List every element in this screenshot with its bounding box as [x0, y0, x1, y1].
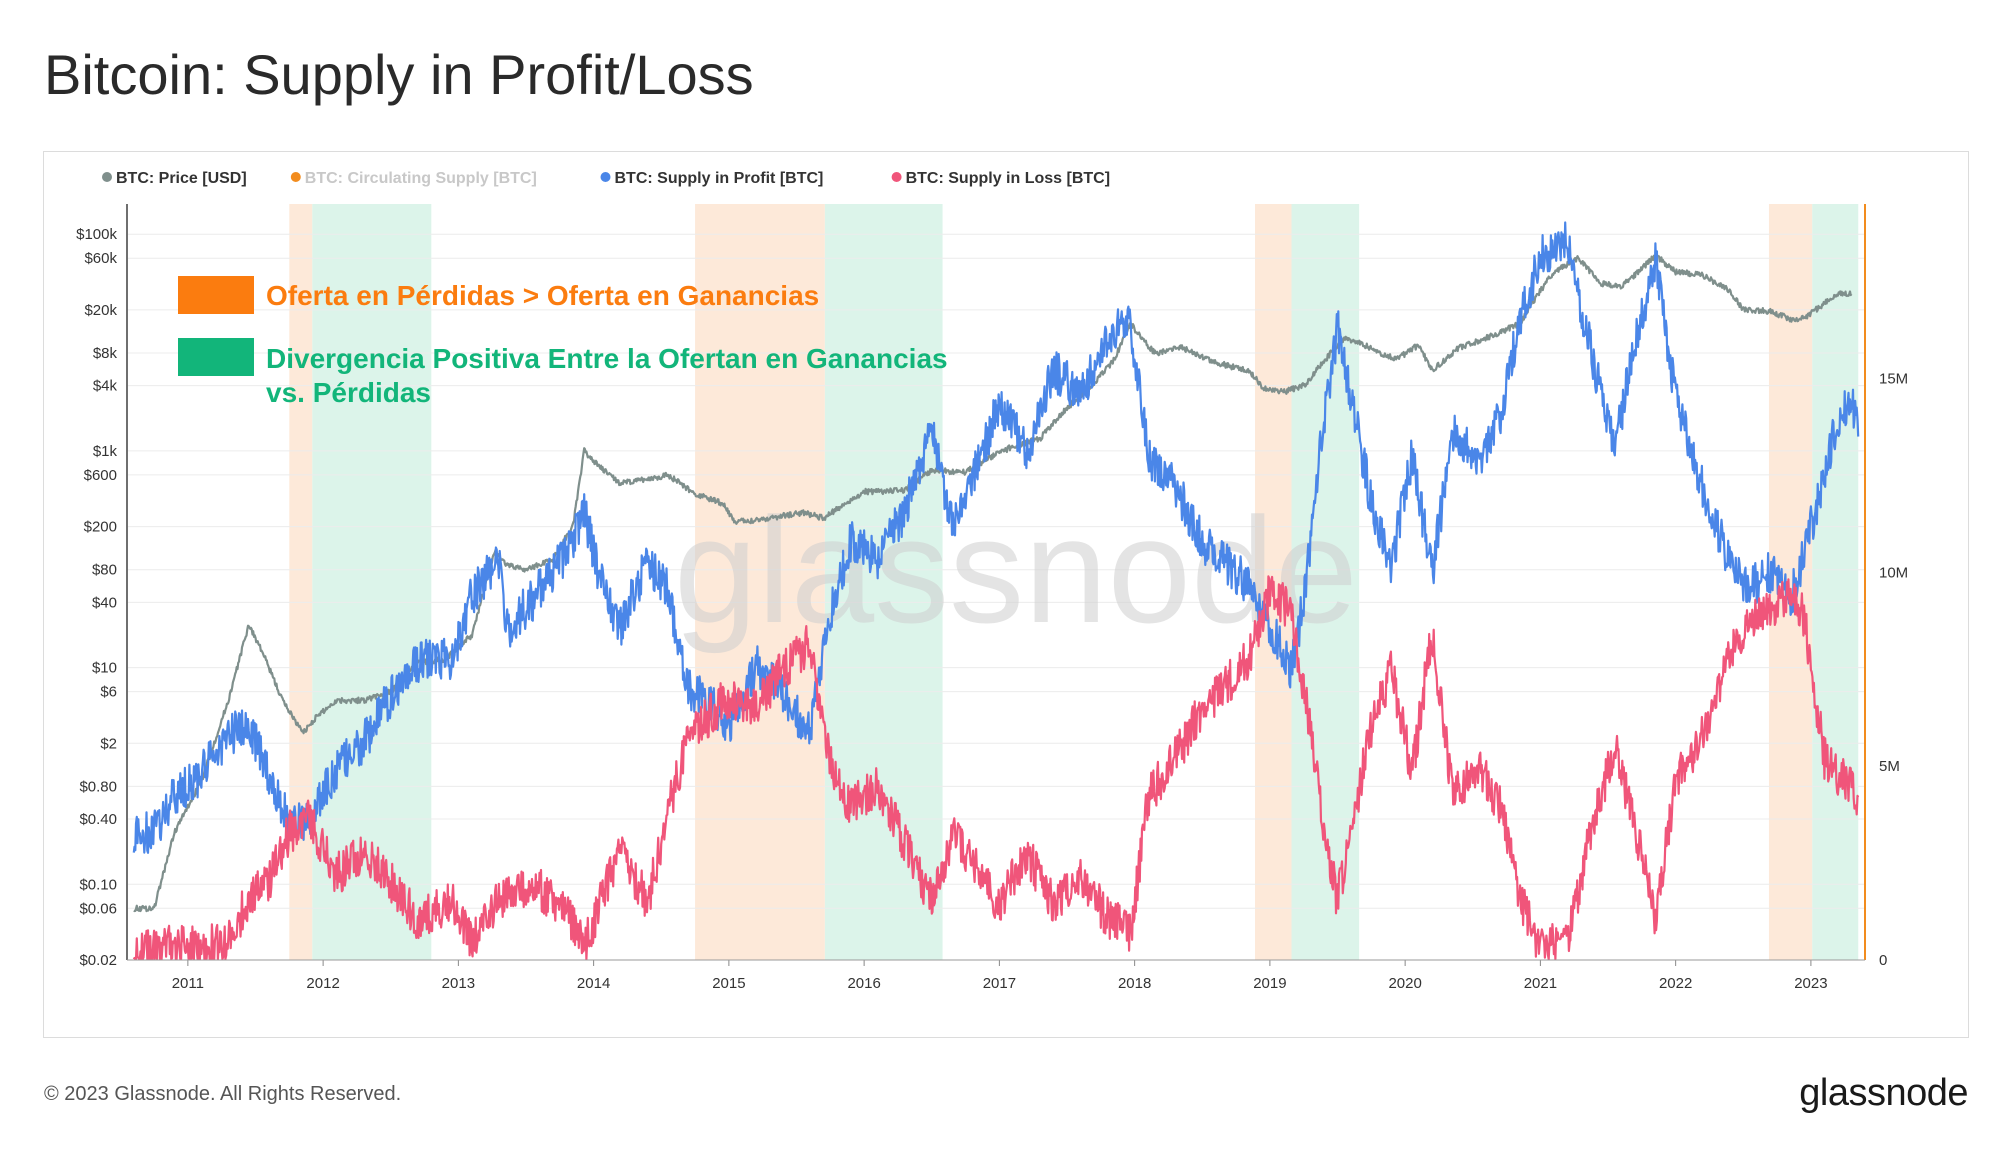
x-tick-label: 2021 — [1524, 975, 1557, 992]
y-left-tick-label: $40 — [92, 594, 117, 611]
y-left-tick-label: $4k — [93, 378, 118, 395]
legend-item-label[interactable]: BTC: Circulating Supply [BTC] — [305, 170, 537, 187]
y-left-tick-label: $0.10 — [79, 876, 117, 893]
legend-dot — [290, 172, 301, 182]
y-left-tick-label: $10 — [92, 660, 117, 677]
annotation-positive-divergence: Divergencia Positiva Entre la Ofertan en… — [266, 343, 948, 374]
y-left-tick-label: $600 — [84, 467, 117, 484]
x-tick-label: 2012 — [306, 975, 339, 992]
supply-in-profit-line[interactable] — [132, 221, 1860, 854]
annotation-loss-dominant: Oferta en Pérdidas > Oferta en Ganancias — [266, 280, 819, 311]
y-left-tick-label: $200 — [84, 519, 117, 536]
positive-divergence-band — [1812, 204, 1859, 960]
footer-copyright: © 2023 Glassnode. All Rights Reserved. — [44, 1083, 402, 1105]
page-title: Bitcoin: Supply in Profit/Loss — [44, 43, 754, 106]
x-tick-label: 2022 — [1659, 975, 1692, 992]
legend-dot — [600, 172, 611, 182]
chart-panel: glassnode $100k $60k $20k $8k $4k $1k $600 $200… — [43, 151, 1969, 1038]
legend-dot — [102, 172, 112, 182]
x-tick-label: 2020 — [1388, 975, 1421, 992]
x-tick-label: 2018 — [1118, 975, 1151, 992]
y-left-tick-label: $1k — [93, 443, 118, 460]
y-right-tick-label: 0 — [1879, 952, 1887, 969]
y-right-tick-label: 5M — [1879, 758, 1900, 775]
x-tick-label: 2011 — [172, 975, 204, 992]
y-left-tick-label: $0.80 — [79, 778, 117, 795]
y-right-tick-label: 15M — [1879, 370, 1908, 387]
y-left-tick-label: $2 — [100, 735, 117, 752]
y-left-tick-label: $60k — [84, 250, 117, 267]
positive-divergence-swatch — [178, 338, 254, 376]
legend-item-label[interactable]: BTC: Supply in Loss [BTC] — [906, 170, 1110, 187]
annotation-positive-divergence-line2: vs. Pérdidas — [266, 377, 431, 408]
loss-dominant-band — [289, 204, 313, 960]
y-left-tick-label: $0.06 — [79, 900, 117, 917]
legend-item-label[interactable]: BTC: Supply in Profit [BTC] — [615, 170, 824, 187]
x-tick-label: 2019 — [1253, 975, 1286, 992]
positive-divergence-band — [312, 204, 432, 960]
y-left-tick-label: $6 — [100, 684, 117, 701]
legend-dot — [891, 172, 902, 182]
loss-dominant-band — [1768, 204, 1813, 960]
y-left-tick-label: $0.02 — [79, 952, 117, 969]
x-tick-label: 2013 — [442, 975, 475, 992]
glassnode-logo[interactable]: glassnode — [1799, 1072, 1968, 1114]
loss-dominant-swatch — [178, 276, 254, 314]
y-left-tick-label: $80 — [92, 562, 117, 579]
y-left-tick-label: $8k — [93, 345, 118, 362]
x-tick-label: 2015 — [712, 975, 745, 992]
x-tick-label: 2016 — [847, 975, 880, 992]
x-tick-label: 2014 — [577, 975, 610, 992]
legend-item-label[interactable]: BTC: Price [USD] — [116, 170, 247, 187]
y-left-tick-label: $0.40 — [79, 811, 117, 828]
y-left-tick-label: $20k — [84, 302, 117, 319]
y-left-tick-label: $100k — [76, 226, 117, 243]
x-tick-label: 2023 — [1794, 975, 1827, 992]
x-tick-label: 2017 — [983, 975, 1016, 992]
loss-dominant-band — [695, 204, 825, 960]
supply-in-loss-line[interactable] — [132, 575, 1860, 960]
y-right-tick-label: 10M — [1879, 564, 1908, 581]
chart-svg[interactable]: glassnode $100k$60k$20k$8k$4k$1k$600$200… — [44, 152, 1968, 1037]
